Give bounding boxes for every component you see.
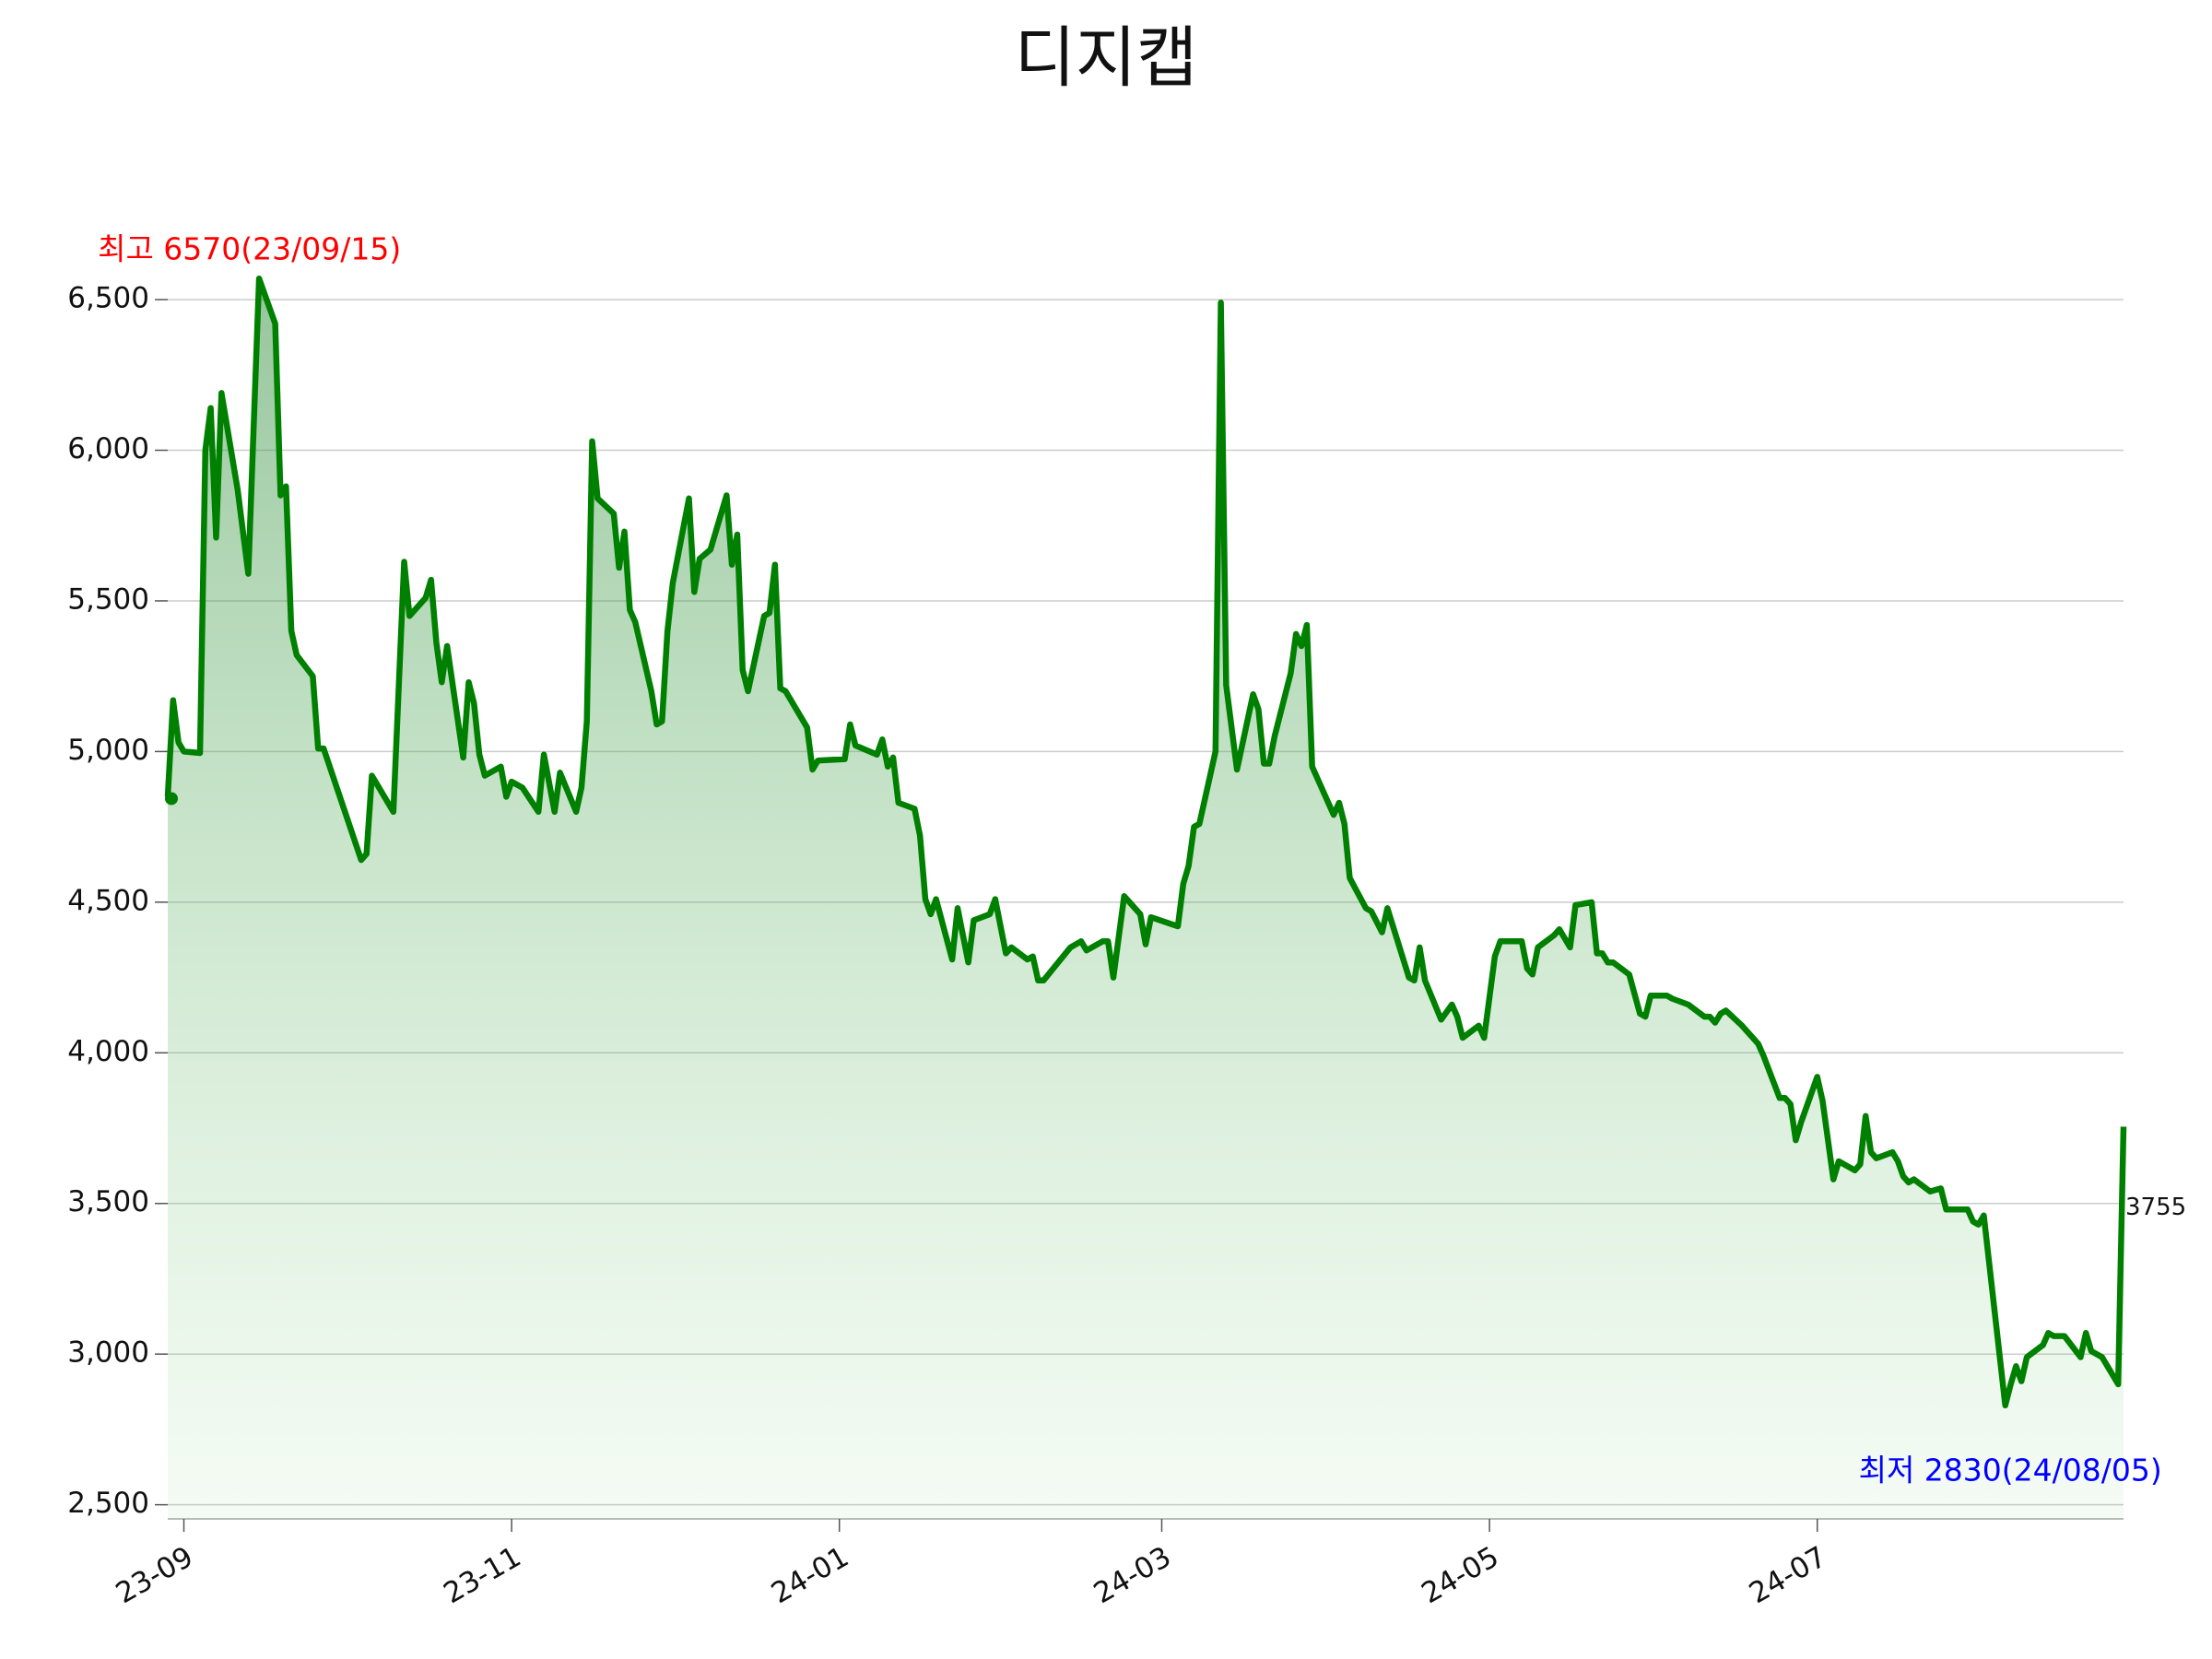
annotation: 최저 2830(24/08/05) <box>1859 1452 2162 1488</box>
x-tick-label: 24-07 <box>1744 1540 1832 1610</box>
x-tick-label: 24-03 <box>1088 1540 1177 1610</box>
area <box>168 278 2124 1520</box>
y-tick-label: 4,500 <box>67 884 149 917</box>
y-tick-label: 4,000 <box>67 1035 149 1068</box>
annotation: 최고 6570(23/09/15) <box>98 231 401 267</box>
x-tick-label: 23-09 <box>111 1540 199 1610</box>
x-tick-label: 24-05 <box>1416 1540 1504 1610</box>
chart-title: 디지캡 <box>1015 19 1198 97</box>
x-tick-label: 24-01 <box>766 1540 854 1610</box>
line <box>164 275 2127 1409</box>
y-tick-label: 5,500 <box>67 582 149 616</box>
y-tick-label: 5,000 <box>67 734 149 767</box>
y-tick-label: 6,000 <box>67 432 149 465</box>
annotation: 3755 <box>2125 1194 2186 1221</box>
y-tick-label: 6,500 <box>67 282 149 315</box>
start-point <box>165 792 178 806</box>
y-tick-label: 3,500 <box>67 1185 149 1218</box>
y-tick-label: 2,500 <box>67 1487 149 1520</box>
y-tick-label: 3,000 <box>67 1336 149 1370</box>
x-tick-label: 23-11 <box>438 1540 526 1610</box>
